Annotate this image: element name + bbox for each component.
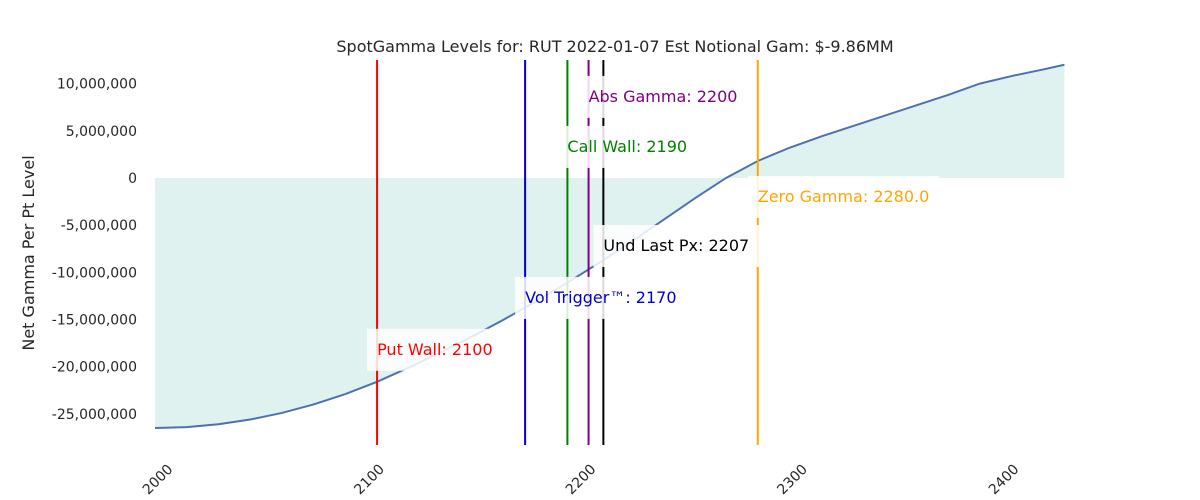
level-annotation: Abs Gamma: 2200	[578, 75, 748, 118]
y-tick-label: -10,000,000	[52, 265, 137, 281]
y-ticks-layer: 10,000,000 5,000,000 0 -5,000,000 -10,000,00…	[52, 77, 137, 423]
level-annotation-label: Vol Trigger™: 2170	[525, 288, 676, 307]
level-annotation-label: Put Wall: 2100	[377, 340, 493, 359]
level-annotation-label: Und Last Px: 2207	[603, 236, 749, 255]
annotation-box	[515, 276, 687, 319]
level-annotation-label: Zero Gamma: 2280.0	[758, 187, 930, 206]
x-ticks-layer: 2000 2100 2200 2300 2400	[140, 462, 1022, 499]
annotation-box	[747, 175, 940, 218]
level-annotation: Vol Trigger™: 2170	[515, 276, 687, 319]
x-tick-label: 2000	[140, 462, 177, 499]
y-tick-label: -5,000,000	[61, 218, 137, 234]
y-tick-label: -25,000,000	[52, 407, 137, 423]
level-annotation: Zero Gamma: 2280.0	[747, 175, 940, 218]
annotations-layer: Put Wall: 2100 Vol Trigger™: 2170 Call Wal…	[367, 75, 940, 371]
x-tick-label: 2300	[774, 462, 811, 499]
level-annotation: Und Last Px: 2207	[593, 225, 760, 268]
level-annotation-label: Abs Gamma: 2200	[589, 87, 738, 106]
y-tick-label: 10,000,000	[57, 77, 137, 93]
x-tick-label: 2400	[986, 462, 1023, 499]
level-annotation: Call Wall: 2190	[557, 125, 698, 168]
y-tick-label: -20,000,000	[52, 360, 137, 376]
level-annotation-label: Call Wall: 2190	[567, 137, 687, 156]
annotation-box	[593, 225, 760, 268]
y-tick-label: 5,000,000	[66, 124, 137, 140]
y-tick-label: -15,000,000	[52, 312, 137, 328]
y-tick-label: 0	[128, 171, 137, 187]
level-annotation: Put Wall: 2100	[367, 328, 503, 371]
y-axis-label: Net Gamma Per Pt Level	[19, 155, 38, 350]
annotation-box	[578, 75, 748, 118]
annotation-box	[367, 328, 503, 371]
annotation-box	[557, 125, 698, 168]
chart-title: SpotGamma Levels for: RUT 2022-01-07 Est…	[336, 37, 893, 56]
x-tick-label: 2200	[563, 462, 600, 499]
x-tick-label: 2100	[351, 462, 388, 499]
